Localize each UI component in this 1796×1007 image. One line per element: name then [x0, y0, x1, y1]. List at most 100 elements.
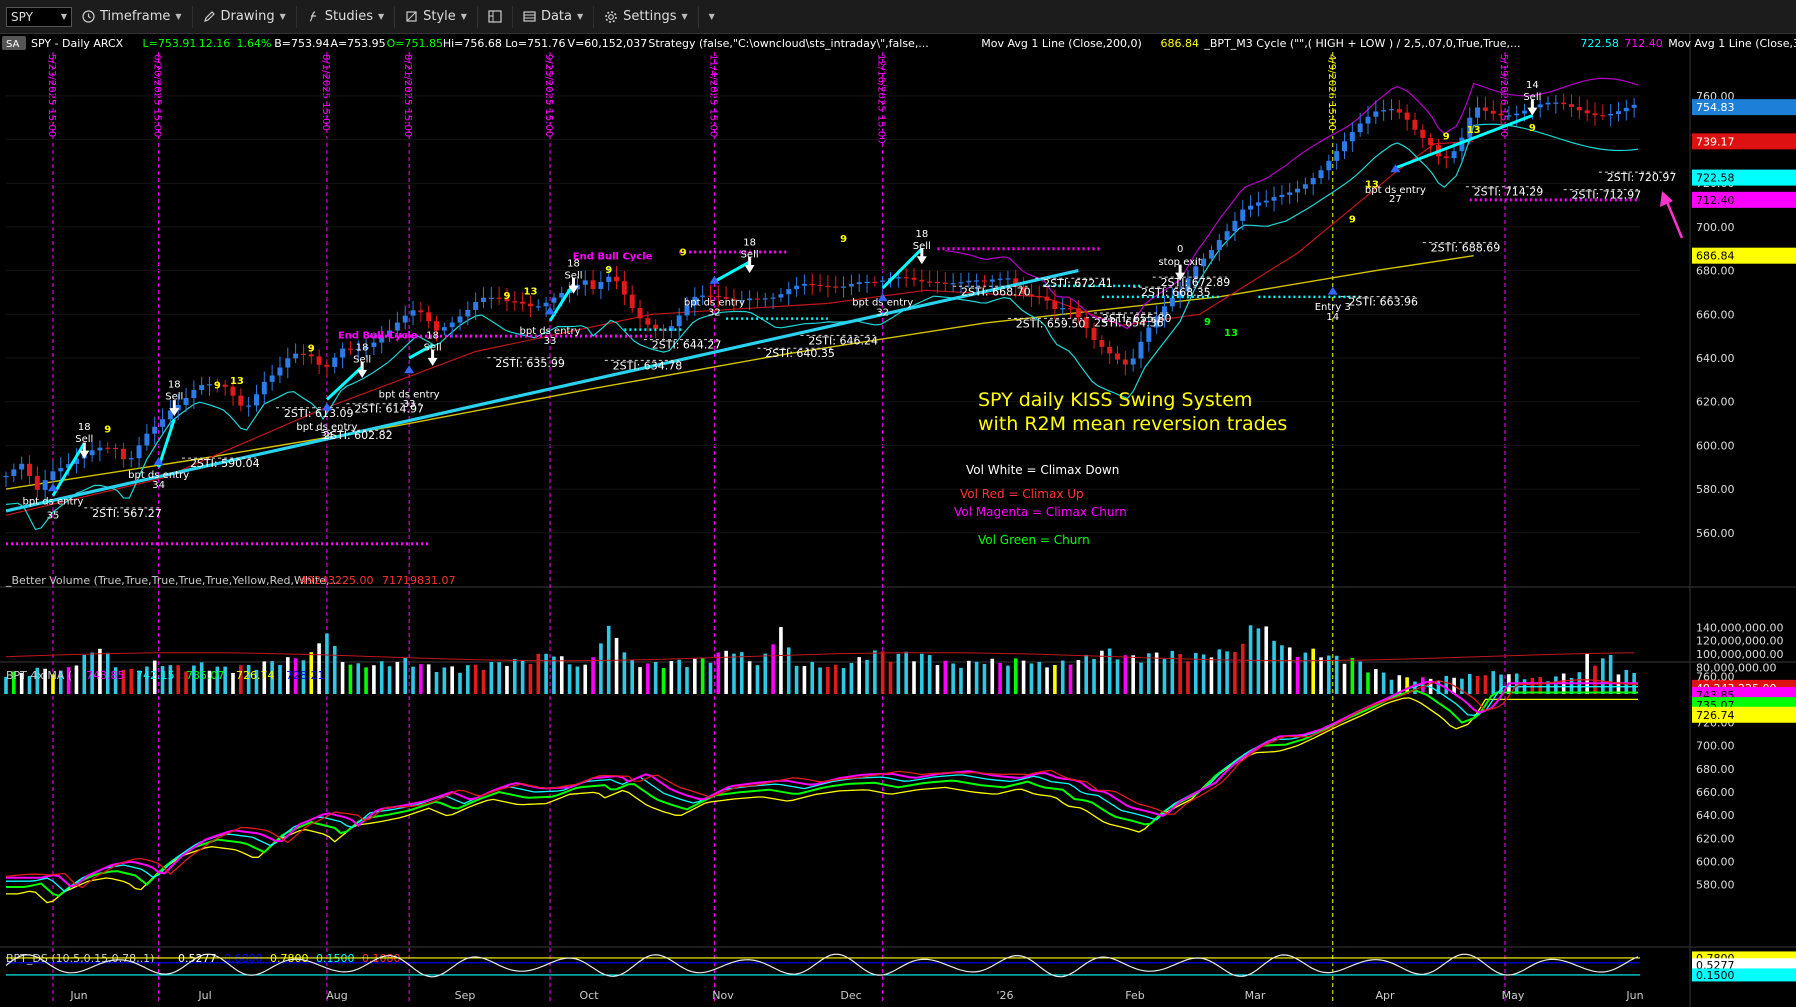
volume-tick-label: 80,000,000.00	[1696, 661, 1776, 674]
volume-legend-note: Vol Green = Churn	[978, 533, 1090, 547]
volume-bar	[622, 652, 627, 694]
ma-panel-line	[5, 679, 1639, 889]
chart-canvas[interactable]: SA SPY - Daily ARCX L=753.91 12.16 1.64% B=75…	[0, 34, 1796, 1007]
sell-arrow-icon	[1527, 99, 1538, 116]
volume-bar	[591, 657, 595, 694]
candle-body	[1592, 113, 1598, 116]
candle-body	[1561, 102, 1567, 105]
candle-body	[1631, 104, 1637, 108]
candle-body	[551, 297, 557, 303]
candle-body	[1099, 340, 1105, 347]
volume-bar	[379, 661, 384, 694]
volume-tick-label: 100,000,000.00	[1696, 648, 1783, 661]
candle-body	[441, 327, 447, 331]
candle-body	[1216, 240, 1222, 251]
volume-bar	[779, 627, 783, 694]
cycle-label: End Bull Cycle	[573, 252, 653, 263]
volume-bar	[1029, 663, 1034, 694]
candle-body	[1334, 151, 1340, 161]
layout-button[interactable]	[478, 5, 513, 28]
price-badge: 686.84	[1696, 250, 1735, 263]
candle-body	[1169, 297, 1175, 307]
candle-body	[410, 310, 416, 316]
volume-bar	[1585, 653, 1589, 694]
volume-bar	[293, 658, 298, 694]
candle-body	[269, 375, 275, 382]
volume-bar	[567, 664, 572, 694]
candle-body	[1482, 107, 1488, 111]
studies-menu[interactable]: Studies ▼	[297, 5, 396, 28]
signal-label: bpt ds entry	[128, 470, 189, 481]
setup-count: 13	[523, 287, 537, 298]
candle-body	[1420, 129, 1426, 138]
sti-label: 2STI: 668.35	[1141, 286, 1211, 299]
candle-body	[715, 295, 721, 298]
header-value: Lo=751.76	[505, 37, 565, 50]
entry-arrow-icon	[404, 365, 415, 374]
signal-label: bpt ds entry	[22, 496, 83, 507]
volume-bar	[1154, 652, 1159, 694]
volume-bar	[1538, 676, 1542, 694]
signal-label: 34	[321, 431, 334, 442]
price-badge-bg	[1692, 169, 1796, 186]
volume-bar	[755, 665, 760, 694]
candle-body	[1083, 317, 1089, 328]
volume-bar	[372, 665, 376, 694]
candle-body	[89, 450, 95, 456]
timeframe-menu[interactable]: Timeframe ▼	[72, 5, 193, 28]
volume-bar	[708, 662, 713, 694]
volume-bar	[411, 666, 415, 694]
entry-arrow-icon	[1327, 286, 1338, 295]
volume-bar	[1013, 658, 1018, 694]
cycle-date-label: 12/16/2025 15:00	[876, 54, 887, 144]
volume-bar	[912, 661, 916, 694]
symbol-selector[interactable]: SPY ▼	[6, 6, 72, 27]
volume-bar	[4, 676, 8, 694]
sti-label: 2STI: 672.41	[1043, 277, 1113, 290]
candle-body	[731, 298, 737, 301]
sti-label: 2STI: 640.35	[765, 347, 835, 360]
candle-body	[1537, 104, 1543, 108]
signal-label: stop exit	[1158, 257, 1201, 268]
price-badge-bg	[1692, 99, 1796, 116]
toolbar-more-button[interactable]: ▼	[699, 6, 725, 28]
candle-body	[856, 282, 862, 285]
style-menu[interactable]: Style ▼	[395, 5, 478, 28]
volume-bar	[826, 667, 830, 694]
volume-bar	[1389, 679, 1394, 694]
volume-bar	[1123, 655, 1128, 694]
candle-body	[520, 301, 526, 304]
signal-label: bpt ds entry	[379, 389, 440, 400]
x-month-label: Apr	[1375, 989, 1395, 1002]
ma-panel-value: 735.07	[186, 669, 225, 682]
candle-body	[300, 353, 306, 355]
highlight-arrow-icon	[1663, 196, 1684, 239]
volume-bar	[246, 665, 251, 694]
atr-trailing-line	[5, 123, 1639, 531]
candle-body	[347, 348, 353, 350]
sti-label: 2STI: 614.97	[354, 403, 424, 416]
signal-label: 27	[1389, 194, 1402, 205]
volume-bar	[348, 664, 353, 694]
settings-menu[interactable]: Settings ▼	[594, 5, 699, 28]
volume-value: 71719831.07	[382, 574, 455, 587]
swing-stroke	[881, 247, 923, 290]
candle-body	[50, 471, 56, 481]
volume-bar	[254, 669, 259, 694]
volume-bar	[1287, 647, 1292, 694]
drawing-menu[interactable]: Drawing ▼	[193, 5, 297, 28]
sti-label: 2STI: 714.29	[1474, 186, 1544, 199]
volume-bar	[614, 637, 619, 694]
candle-body	[465, 309, 471, 317]
candle-body	[1075, 308, 1081, 318]
signal-label: Sell	[913, 241, 931, 252]
data-menu[interactable]: Data ▼	[513, 5, 595, 28]
volume-bar	[160, 666, 165, 694]
candle-body	[606, 276, 612, 282]
sell-arrow-icon	[357, 361, 368, 378]
chevron-down-icon: ▼	[279, 12, 286, 21]
candle-body	[496, 297, 502, 299]
volume-bar	[1358, 661, 1362, 694]
entry-arrow-icon	[709, 275, 720, 284]
sti-label: 2STI: 602.82	[323, 429, 393, 442]
